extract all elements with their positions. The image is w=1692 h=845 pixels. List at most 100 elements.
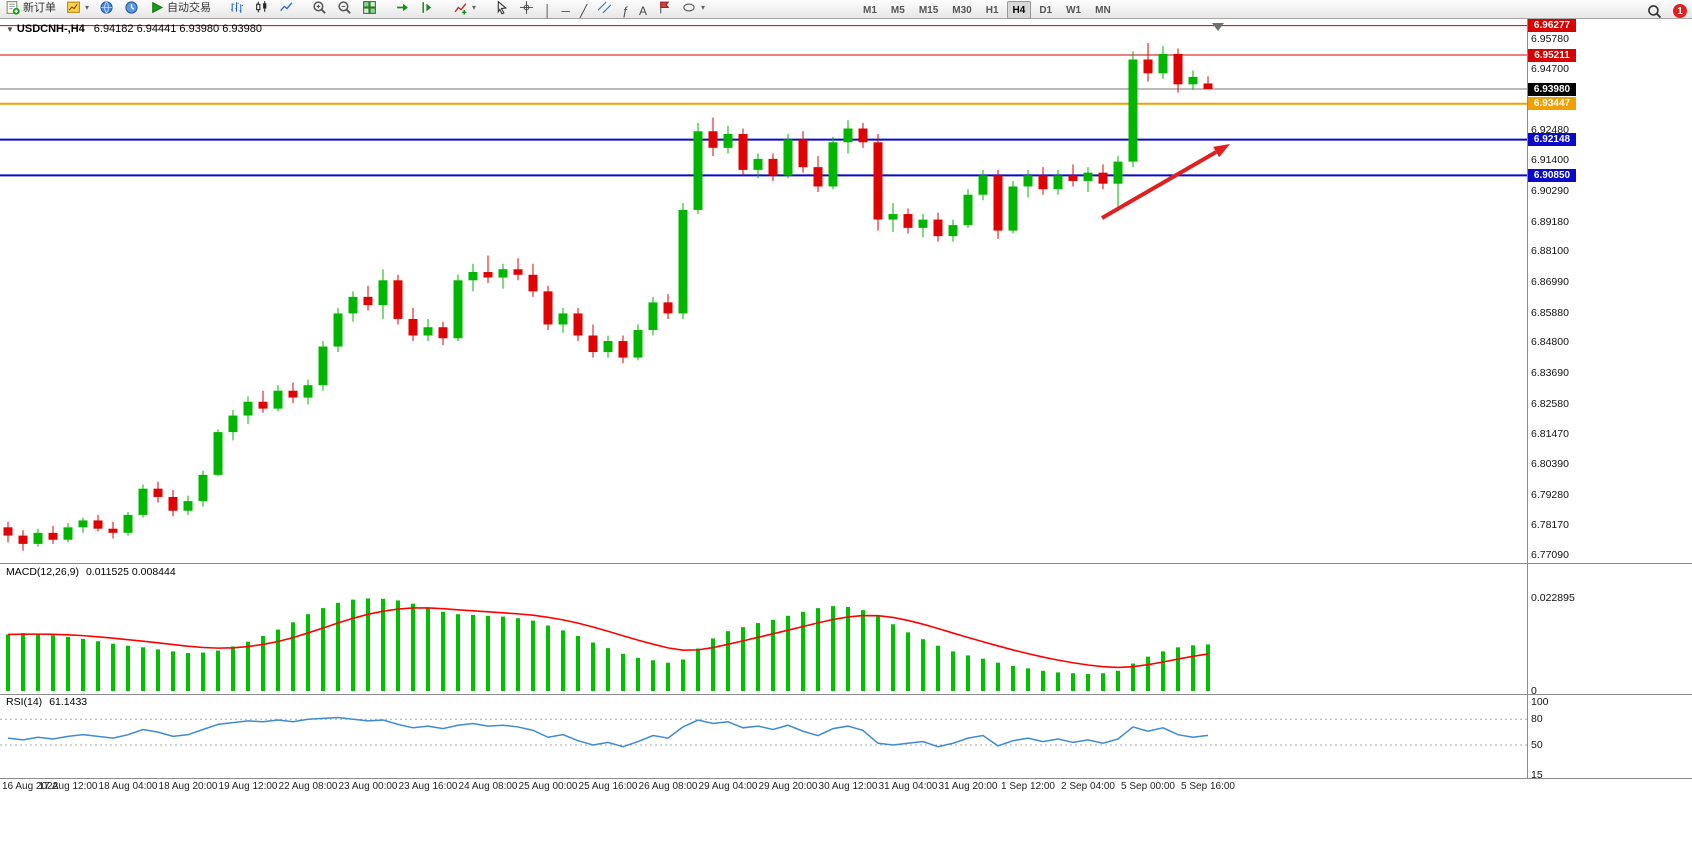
- candle-body: [138, 488, 148, 515]
- bar-chart-button[interactable]: [225, 0, 248, 16]
- candle-body: [393, 280, 403, 319]
- macd-bar: [6, 634, 10, 691]
- candle-body: [288, 390, 298, 398]
- shapes-icon: [682, 0, 697, 15]
- macd-bar: [726, 631, 730, 691]
- candlestick-chart-button[interactable]: [250, 0, 273, 16]
- channel-button[interactable]: [593, 0, 616, 16]
- timeframe-button-m1[interactable]: M1: [863, 4, 877, 16]
- horizontal-line-button[interactable]: ─: [558, 2, 575, 20]
- macd-bar: [1101, 673, 1105, 691]
- macd-bar: [621, 653, 625, 691]
- toolbar: 新订单 ▾ 自动交易 ▾ │ ─ ╱ ƒ A ▾ M1 M5 M15 M30 H1 H4 D1 W1 MN 1: [0, 0, 1692, 19]
- candle-body: [1098, 172, 1108, 184]
- timeframe-button-h1[interactable]: H1: [985, 4, 999, 16]
- candle-body: [558, 313, 568, 325]
- macd-bar: [801, 611, 805, 691]
- channel-icon: [597, 0, 612, 15]
- tile-windows-icon: [362, 0, 377, 15]
- search-icon[interactable]: [1643, 2, 1666, 20]
- shapes-button[interactable]: ▾: [678, 0, 709, 16]
- macd-bar: [816, 608, 820, 691]
- candle-body: [753, 158, 763, 170]
- line-chart-button[interactable]: [275, 0, 298, 16]
- candle-body: [933, 219, 943, 237]
- new-order-icon: [5, 0, 20, 15]
- history-center-button[interactable]: [120, 0, 143, 16]
- label-button[interactable]: [653, 0, 676, 16]
- candle-body: [1143, 59, 1153, 74]
- macd-bar: [486, 615, 490, 691]
- candle-body: [468, 272, 478, 281]
- crosshair-button[interactable]: [515, 0, 538, 16]
- candle-body: [663, 302, 673, 314]
- candle-body: [1008, 186, 1018, 231]
- candle-body: [1023, 175, 1033, 187]
- macd-bar: [1086, 674, 1090, 691]
- macd-bar: [1116, 670, 1120, 691]
- macd-bar: [351, 599, 355, 691]
- line-chart-icon: [279, 0, 294, 15]
- zoom-in-button[interactable]: [308, 0, 331, 16]
- timeframe-button-mn[interactable]: MN: [1095, 4, 1111, 16]
- auto-scroll-button[interactable]: [391, 0, 414, 16]
- candle-body: [498, 269, 508, 278]
- zoom-in-icon: [312, 0, 327, 15]
- cursor-button[interactable]: [490, 0, 513, 16]
- candle-body: [3, 527, 13, 536]
- macd-bar: [666, 662, 670, 691]
- candle-body: [258, 401, 268, 409]
- autotrading-button[interactable]: 自动交易: [145, 0, 215, 16]
- macd-bar: [591, 642, 595, 691]
- candle-body: [1068, 175, 1078, 181]
- timeframe-button-m30[interactable]: M30: [952, 4, 972, 16]
- macd-signal-line: [7, 607, 1209, 669]
- toolbar-right: 1: [1642, 2, 1687, 20]
- chart-shift-marker: [1212, 23, 1224, 31]
- macd-bar: [741, 627, 745, 691]
- candle-body: [858, 128, 868, 143]
- timeframe-button-w1[interactable]: W1: [1066, 4, 1082, 16]
- macd-bar: [261, 636, 265, 691]
- timeframe-button-m15[interactable]: M15: [918, 4, 939, 16]
- text-button[interactable]: A: [635, 2, 651, 20]
- macd-bar: [546, 625, 550, 691]
- chart-shift-icon: [420, 0, 435, 15]
- candle-body: [963, 194, 973, 226]
- tile-windows-button[interactable]: [358, 0, 381, 16]
- macd-bar: [1131, 663, 1135, 691]
- macd-bar: [366, 598, 370, 691]
- chart-shift-button[interactable]: [416, 0, 439, 16]
- candle-body: [453, 280, 463, 339]
- candle-body: [978, 175, 988, 195]
- candle-body: [648, 302, 658, 330]
- market-watch-button[interactable]: [95, 0, 118, 16]
- macd-bar: [1146, 656, 1150, 691]
- label-icon: [657, 0, 672, 15]
- timeframe-button-m5[interactable]: M5: [890, 4, 905, 16]
- candle-body: [918, 219, 928, 228]
- zoom-out-icon: [337, 0, 352, 15]
- timeframe-button-h4[interactable]: H4: [1006, 1, 1032, 19]
- macd-bar: [906, 632, 910, 691]
- timeframe-button-d1[interactable]: D1: [1039, 4, 1053, 16]
- candlestick-chart-icon: [254, 0, 269, 15]
- notification-badge[interactable]: 1: [1673, 4, 1687, 18]
- indicators-button[interactable]: ▾: [449, 0, 480, 16]
- charts-button[interactable]: ▾: [62, 0, 93, 16]
- new-order-button[interactable]: 新订单: [1, 0, 60, 16]
- macd-bar: [921, 639, 925, 691]
- trendline-button[interactable]: ╱: [576, 2, 591, 20]
- candle-body: [573, 313, 583, 336]
- fibonacci-icon: ƒ: [622, 3, 629, 18]
- zoom-out-button[interactable]: [333, 0, 356, 16]
- fibonacci-button[interactable]: ƒ: [618, 2, 633, 20]
- autotrading-icon: [149, 0, 164, 15]
- candle-body: [378, 280, 388, 306]
- macd-bar: [771, 619, 775, 691]
- macd-bar: [876, 616, 880, 691]
- candle-body: [228, 415, 238, 433]
- vertical-line-button[interactable]: │: [540, 2, 556, 20]
- chevron-down-icon: ▾: [472, 2, 477, 12]
